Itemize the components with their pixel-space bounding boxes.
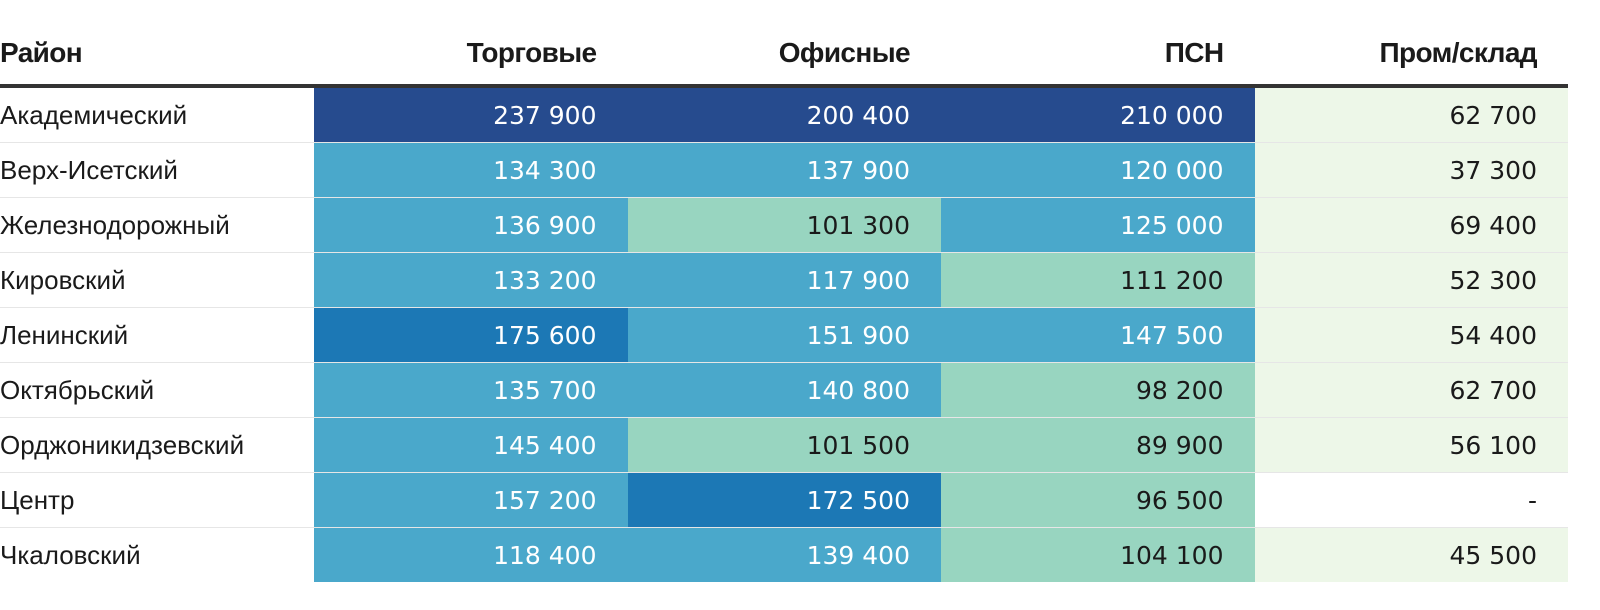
district-name-cell: Чкаловский bbox=[0, 539, 141, 570]
value-cell-retail: 237 900 bbox=[314, 86, 628, 143]
district-name-cell: Орджоникидзевский bbox=[0, 417, 314, 473]
table-row: Академический 237 900 200 400 210 000 62 700 bbox=[0, 86, 1568, 143]
value-cell-retail: 136 900 bbox=[314, 197, 628, 253]
value-cell-retail: 133 200 bbox=[314, 252, 628, 308]
column-header-retail: Торговые bbox=[314, 22, 628, 88]
value-cell-industrial: 56 100 bbox=[1254, 417, 1568, 473]
table-row: Железнодорожный 136 900 101 300 125 000 69 4… bbox=[0, 197, 1568, 253]
value-cell-office: 139 400 bbox=[627, 527, 941, 582]
column-header-office: Офисные bbox=[627, 22, 941, 88]
table-row: Центр 157 200 172 500 96 500- bbox=[0, 472, 1568, 528]
value-cell-industrial: 62 700 bbox=[1254, 362, 1568, 418]
district-price-table: Район Торговые Офисные ПСН Пром/склад Ак… bbox=[0, 22, 1568, 582]
value-cell-psn: 147 500 bbox=[941, 307, 1255, 363]
district-name-cell: Верх-Исетский bbox=[0, 142, 314, 198]
table-row: Орджоникидзевский 145 400 101 500 89 900 56 … bbox=[0, 417, 1568, 473]
value-cell-industrial: 54 400 bbox=[1254, 307, 1568, 363]
value-cell-psn: 104 100 bbox=[941, 527, 1255, 582]
column-header-psn: ПСН bbox=[941, 22, 1255, 88]
value-cell-office: 137 900 bbox=[627, 142, 941, 198]
value-cell-retail: 134 300 bbox=[314, 142, 628, 198]
value-cell-industrial: 69 400 bbox=[1254, 197, 1568, 253]
value-cell-industrial: 37 300 bbox=[1254, 142, 1568, 198]
value-cell-industrial: 45 500 bbox=[1254, 527, 1568, 582]
value-cell-psn: 89 900 bbox=[941, 417, 1255, 473]
value-cell-psn: 125 000 bbox=[941, 197, 1255, 253]
value-cell-industrial: 52 300 bbox=[1254, 252, 1568, 308]
table-row: Ленинский 175 600 151 900 147 500 54 400 bbox=[0, 307, 1568, 363]
value-cell-office: 101 500 bbox=[627, 417, 941, 473]
value-cell-psn: 111 200 bbox=[941, 252, 1255, 308]
value-cell-psn: 120 000 bbox=[941, 142, 1255, 198]
value-cell-psn: 96 500 bbox=[941, 472, 1255, 528]
district-name-cell: Ленинский bbox=[0, 307, 314, 363]
table-row: Октябрьский 135 700 140 800 98 200 62 700 bbox=[0, 362, 1568, 418]
value-cell-retail: 157 200 bbox=[314, 472, 628, 528]
district-name-cell: Кировский bbox=[0, 252, 314, 308]
value-cell-industrial: - bbox=[1254, 472, 1568, 528]
value-cell-psn: 98 200 bbox=[941, 362, 1255, 418]
header-row: Район Торговые Офисные ПСН Пром/склад bbox=[0, 22, 1568, 88]
value-cell-office: 172 500 bbox=[627, 472, 941, 528]
column-header-industrial: Пром/склад bbox=[1254, 22, 1568, 88]
table-row: Чкаловский 118 400 139 400 104 100 45 500 bbox=[0, 527, 1568, 582]
table-row: Кировский 133 200 117 900 111 200 52 300 bbox=[0, 252, 1568, 308]
value-cell-office: 101 300 bbox=[627, 197, 941, 253]
value-cell-retail: 175 600 bbox=[314, 307, 628, 363]
value-cell-retail: 145 400 bbox=[314, 417, 628, 473]
district-name-cell: Центр bbox=[0, 472, 314, 528]
table-body: Академический 237 900 200 400 210 000 62 700… bbox=[0, 86, 1568, 582]
district-name-cell: Железнодорожный bbox=[0, 197, 314, 253]
district-name-cell: Академический bbox=[0, 86, 314, 143]
value-cell-office: 140 800 bbox=[627, 362, 941, 418]
value-cell-office: 151 900 bbox=[627, 307, 941, 363]
column-header-district: Район bbox=[0, 22, 314, 88]
value-cell-retail: 135 700 bbox=[314, 362, 628, 418]
district-name-cell: Октябрьский bbox=[0, 362, 314, 418]
value-cell-retail: 118 400 bbox=[314, 527, 628, 582]
value-cell-office: 117 900 bbox=[627, 252, 941, 308]
table-row: Верх-Исетский 134 300 137 900 120 000 37 300 bbox=[0, 142, 1568, 198]
table-header: Район Торговые Офисные ПСН Пром/склад bbox=[0, 22, 1568, 88]
value-cell-office: 200 400 bbox=[627, 86, 941, 143]
value-cell-psn: 210 000 bbox=[941, 86, 1255, 143]
value-cell-industrial: 62 700 bbox=[1254, 86, 1568, 143]
